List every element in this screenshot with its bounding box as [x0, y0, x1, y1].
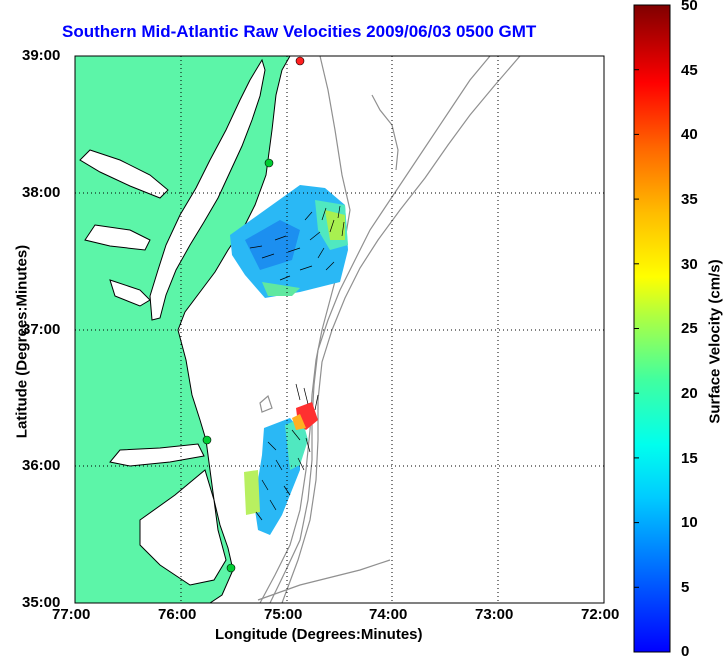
grid-lines — [75, 56, 604, 603]
y-tick-label: 37:00 — [22, 321, 61, 338]
plot-frame — [74, 55, 605, 604]
y-tick-label: 39:00 — [22, 47, 61, 64]
x-tick-label: 77:00 — [52, 606, 91, 623]
bay-inlet-1 — [79, 149, 169, 199]
station-marker — [264, 158, 274, 168]
bathymetry-contours — [257, 56, 521, 603]
bay-inlet-2 — [84, 224, 151, 251]
delmarva-velocity-patch — [230, 185, 348, 298]
station-marker — [202, 435, 212, 445]
colorbar-ticks — [634, 69, 639, 588]
map-title: Southern Mid-Atlantic Raw Velocities 200… — [62, 22, 537, 41]
colorbar-label: Surface Velocity (cm/s) — [706, 259, 724, 424]
colorbar-tick-label: 10 — [681, 514, 698, 531]
pamlico-sound — [139, 469, 227, 586]
x-tick-label: 75:00 — [264, 606, 303, 623]
colorbar-tick-label: 25 — [681, 320, 698, 337]
y-axis-label: Latitude (Degrees:Minutes) — [13, 244, 31, 439]
bay-inlet-3 — [109, 279, 151, 307]
x-tick-label: 73:00 — [475, 606, 514, 623]
x-tick-label: 76:00 — [158, 606, 197, 623]
colorbar-tick-label: 30 — [681, 256, 698, 273]
y-tick-label: 35:00 — [22, 594, 61, 611]
x-axis-label: Longitude (Degrees:Minutes) — [215, 626, 423, 643]
colorbar-tick-label: 35 — [681, 191, 698, 208]
colorbar — [633, 4, 671, 653]
station-marker — [226, 563, 236, 573]
colorbar-tick-label: 20 — [681, 385, 698, 402]
colorbar-tick-label: 45 — [681, 62, 698, 79]
chesapeake-bay — [149, 58, 266, 321]
colorbar-tick-label: 50 — [681, 0, 698, 14]
colorbar-tick-label: 40 — [681, 126, 698, 143]
x-tick-label: 72:00 — [581, 606, 620, 623]
colorbar-tick-label: 0 — [681, 643, 690, 660]
y-tick-label: 36:00 — [22, 457, 61, 474]
hatteras-velocity-patch — [244, 383, 319, 535]
colorbar-tick-label: 15 — [681, 450, 698, 467]
colorbar-tick-label: 5 — [681, 579, 690, 596]
albemarle-sound — [109, 443, 205, 467]
station-marker-red — [295, 56, 305, 66]
x-tick-label: 74:00 — [369, 606, 408, 623]
y-tick-label: 38:00 — [22, 184, 61, 201]
